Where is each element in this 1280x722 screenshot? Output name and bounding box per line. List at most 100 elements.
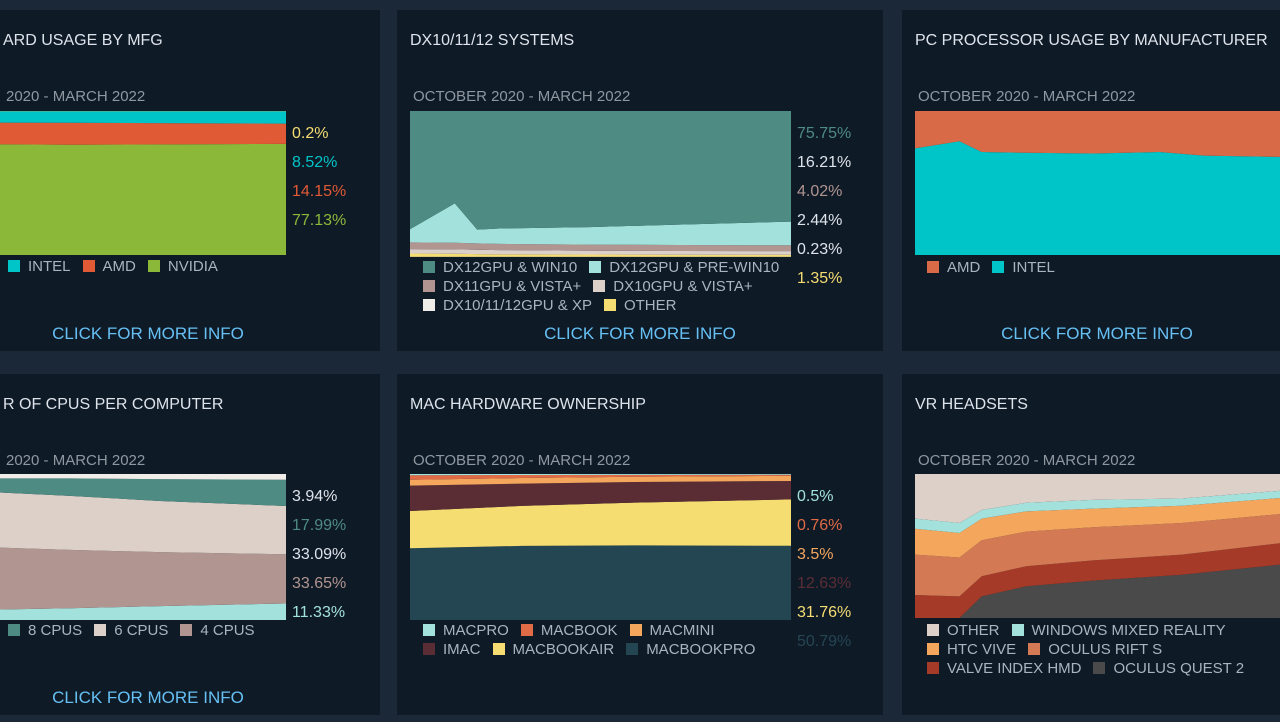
value-labels: 3.94% 17.99% 33.09% 33.65% 11.33% <box>292 488 382 633</box>
area-series-imac <box>410 481 791 511</box>
date-range: 2020 - MARCH 2022 <box>6 88 146 105</box>
value-label: 31.76% <box>797 604 852 621</box>
legend-item-dx12gpu-win10: DX12GPU & WIN10 <box>423 259 577 276</box>
legend-swatch <box>82 260 95 272</box>
legend-item-other: OTHER <box>603 297 677 314</box>
value-label: 11.33% <box>292 604 346 621</box>
legend-label: OTHER <box>623 297 677 314</box>
legend-item-macmini: MACMINI <box>629 622 715 639</box>
chart-legend: AMD INTEL <box>927 259 1280 278</box>
legend-item-6-cpus: 6 CPUS <box>94 622 168 639</box>
legend-item-8-cpus: 8 CPUS <box>8 622 82 639</box>
panel-title: R OF CPUS PER COMPUTER <box>3 396 224 413</box>
panel-mac-hardware: MAC HARDWARE OWNERSHIP OCTOBER 2020 - MA… <box>397 374 883 715</box>
legend-label: VALVE INDEX HMD <box>947 660 1082 677</box>
click-for-more-info-link[interactable]: CLICK FOR MORE INFO <box>52 324 244 343</box>
panel-title: PC PROCESSOR USAGE BY MANUFACTURER <box>915 32 1268 49</box>
panel-processor-usage: PC PROCESSOR USAGE BY MANUFACTURER OCTOB… <box>902 10 1280 351</box>
legend-swatch <box>589 261 602 273</box>
legend-swatch <box>1093 662 1106 674</box>
legend-item-oculus-rift-s: OCULUS RIFT S <box>1028 641 1162 658</box>
legend-swatch <box>927 662 939 674</box>
date-range: 2020 - MARCH 2022 <box>6 452 146 469</box>
click-for-more-info-link[interactable]: CLICK FOR MORE INFO <box>544 324 736 343</box>
panel-gpu-usage: ARD USAGE BY MFG 2020 - MARCH 2022 0.2% 8… <box>0 10 380 351</box>
value-label: 8.52% <box>292 154 338 171</box>
legend-row: DX11GPU & VISTA+ DX10GPU & VISTA+ <box>423 278 803 297</box>
value-label: 17.99% <box>292 517 347 534</box>
value-labels: 75.75% 16.21% 4.02% 2.44% 0.23% 1.35% <box>797 125 887 299</box>
legend-item-intel: INTEL <box>8 258 71 275</box>
legend-item-dx10gpu-vista: DX10GPU & VISTA+ <box>593 278 753 295</box>
area-series-macbook <box>410 474 791 480</box>
chart-legend: INTEL AMD NVIDIA <box>8 258 388 277</box>
value-labels: 0.2% 8.52% 14.15% 77.13% <box>292 125 382 241</box>
date-range: OCTOBER 2020 - MARCH 2022 <box>413 452 631 469</box>
legend-swatch <box>423 261 435 273</box>
value-label: 3.5% <box>797 546 834 563</box>
legend-swatch <box>927 643 939 655</box>
legend-row: MACPRO MACBOOK MACMINI <box>423 622 803 641</box>
legend-swatch <box>180 624 193 636</box>
legend-swatch <box>626 643 639 655</box>
area-series-dx10gpu-vista <box>410 249 791 255</box>
area-series-macmini <box>410 475 791 486</box>
area-series-macbookair <box>410 499 791 549</box>
value-label: 0.23% <box>797 241 843 258</box>
legend-swatch <box>423 280 435 292</box>
value-label: 77.13% <box>292 212 347 229</box>
legend-label: INTEL <box>1012 259 1055 276</box>
value-label: 33.65% <box>292 575 347 592</box>
legend-row: VALVE INDEX HMD OCULUS QUEST 2 <box>927 660 1280 679</box>
legend-row: DX12GPU & WIN10 DX12GPU & PRE-WIN10 <box>423 259 803 278</box>
legend-row: INTEL AMD NVIDIA <box>8 258 388 277</box>
legend-item-4-cpus: 4 CPUS <box>180 622 255 639</box>
chart-legend: DX12GPU & WIN10 DX12GPU & PRE-WIN10 DX11GP… <box>423 259 803 316</box>
legend-row: OTHER WINDOWS MIXED REALITY <box>927 622 1280 641</box>
area-series-dx12gpu-win10 <box>410 111 791 230</box>
value-label: 4.02% <box>797 183 843 200</box>
legend-swatch <box>603 299 616 311</box>
legend-swatch <box>423 624 435 636</box>
legend-item-amd: AMD <box>927 259 980 276</box>
legend-label: 4 CPUS <box>200 622 255 639</box>
value-label: 12.63% <box>797 575 852 592</box>
legend-swatch <box>147 260 160 272</box>
legend-label: 6 CPUS <box>114 622 169 639</box>
legend-item-htc-vive: HTC VIVE <box>927 641 1016 658</box>
legend-swatch <box>1011 624 1024 636</box>
area-series-intel <box>0 111 286 124</box>
legend-label: IMAC <box>443 641 481 658</box>
panel-cpus-per-computer: R OF CPUS PER COMPUTER 2020 - MARCH 2022… <box>0 374 380 715</box>
area-series-dx12gpu-pre-win10 <box>410 203 791 246</box>
panel-title: DX10/11/12 SYSTEMS <box>410 32 575 49</box>
legend-item-macbookpro: MACBOOKPRO <box>626 641 755 658</box>
legend-item-dx12gpu-pre-win10: DX12GPU & PRE-WIN10 <box>589 259 779 276</box>
legend-item-macpro: MACPRO <box>423 622 509 639</box>
legend-row: 8 CPUS 6 CPUS 4 CPUS <box>8 622 388 641</box>
legend-swatch <box>8 260 20 272</box>
click-for-more-info-link[interactable]: CLICK FOR MORE INFO <box>52 688 244 707</box>
area-series-series-0 <box>0 603 286 620</box>
chart-legend: 8 CPUS 6 CPUS 4 CPUS <box>8 622 388 641</box>
value-label: 50.79% <box>797 633 852 650</box>
legend-label: AMD <box>102 258 136 275</box>
legend-label: MACBOOK <box>540 622 618 639</box>
legend-label: INTEL <box>28 258 71 275</box>
click-for-more-info-link[interactable]: CLICK FOR MORE INFO <box>1001 324 1193 343</box>
area-series-amd <box>0 122 286 145</box>
legend-label: MACMINI <box>649 622 715 639</box>
area-series-other <box>915 474 1280 523</box>
legend-item-amd: AMD <box>82 258 136 275</box>
legend-label: DX12GPU & PRE-WIN10 <box>609 259 780 276</box>
area-series-oculus-quest-2 <box>915 564 1280 618</box>
legend-label: DX12GPU & WIN10 <box>443 259 578 276</box>
chart-legend: MACPRO MACBOOK MACMINI IMAC MACBOOKAIR MACBOO… <box>423 622 803 660</box>
legend-swatch <box>927 624 939 636</box>
legend-label: WINDOWS MIXED REALITY <box>1031 622 1226 639</box>
value-label: 0.5% <box>797 488 834 505</box>
area-series-oculus-rift-s <box>915 514 1280 597</box>
legend-label: OTHER <box>947 622 1000 639</box>
legend-item-dx10-11-12gpu-xp: DX10/11/12GPU & XP <box>423 297 592 314</box>
area-series-macpro <box>410 474 791 476</box>
